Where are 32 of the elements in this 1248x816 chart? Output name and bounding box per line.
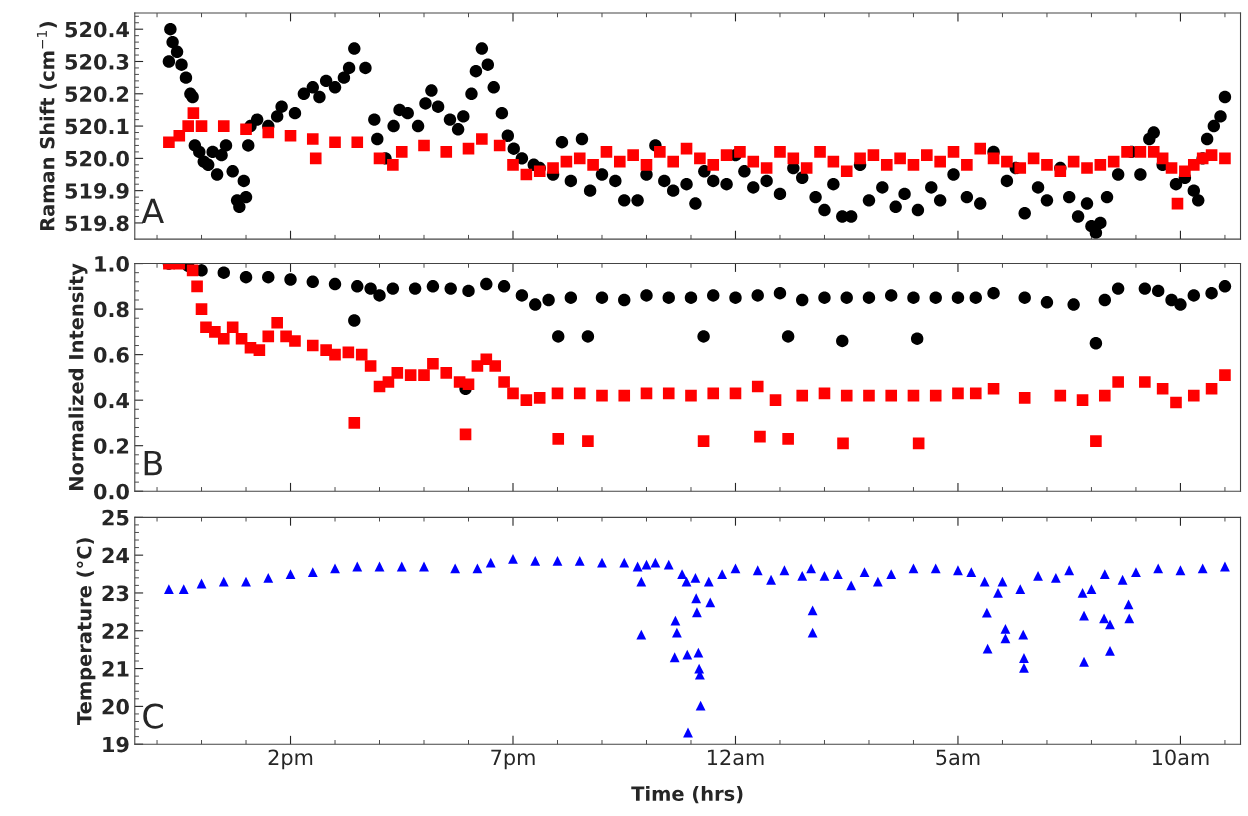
y-axis-title: Temperature (°C) <box>76 538 96 725</box>
annotation: B <box>144 450 162 476</box>
x-tick-label: 7pm <box>491 749 535 770</box>
y-tick-label: 25 <box>102 509 129 526</box>
x-axis-title: Time (hrs) <box>631 785 743 804</box>
y-tick-label: 520.0 <box>65 150 129 167</box>
y-tick-label: 20 <box>102 698 129 715</box>
x-tick-label: 5am <box>936 749 980 766</box>
annotation: A <box>141 198 164 224</box>
y-tick-label: 19 <box>103 736 129 753</box>
annotation: C <box>143 703 163 729</box>
y-tick-label: 0.2 <box>94 438 129 454</box>
y-tick-label: 520.3 <box>65 53 129 70</box>
y-tick-label: 0.0 <box>94 483 129 500</box>
y-tick-label: 519.9 <box>65 183 129 199</box>
y-tick-label: 0.4 <box>94 392 129 409</box>
y-tick-label: 21 <box>102 661 129 677</box>
x-tick-label: 2pm <box>268 749 313 770</box>
y-tick-label: 0.6 <box>94 347 129 363</box>
y-tick-label: 520.2 <box>65 86 129 102</box>
y-tick-label: 22 <box>102 623 129 639</box>
x-tick-label: 10am <box>1152 749 1209 766</box>
x-tick-label: 12am <box>707 749 764 766</box>
y-tick-label: 24 <box>102 547 129 564</box>
y-axis-title: Raman Shift (cm$^{−1}$) <box>36 22 57 231</box>
y-tick-label: 520.4 <box>65 21 129 38</box>
y-tick-label: 1.0 <box>95 256 129 272</box>
y-tick-label: 0.8 <box>94 301 129 318</box>
y-axis-title: Normalized Intensity <box>68 263 88 490</box>
y-tick-label: 520.1 <box>65 118 129 135</box>
y-tick-label: 519.8 <box>65 215 129 232</box>
y-tick-label: 23 <box>102 585 129 602</box>
